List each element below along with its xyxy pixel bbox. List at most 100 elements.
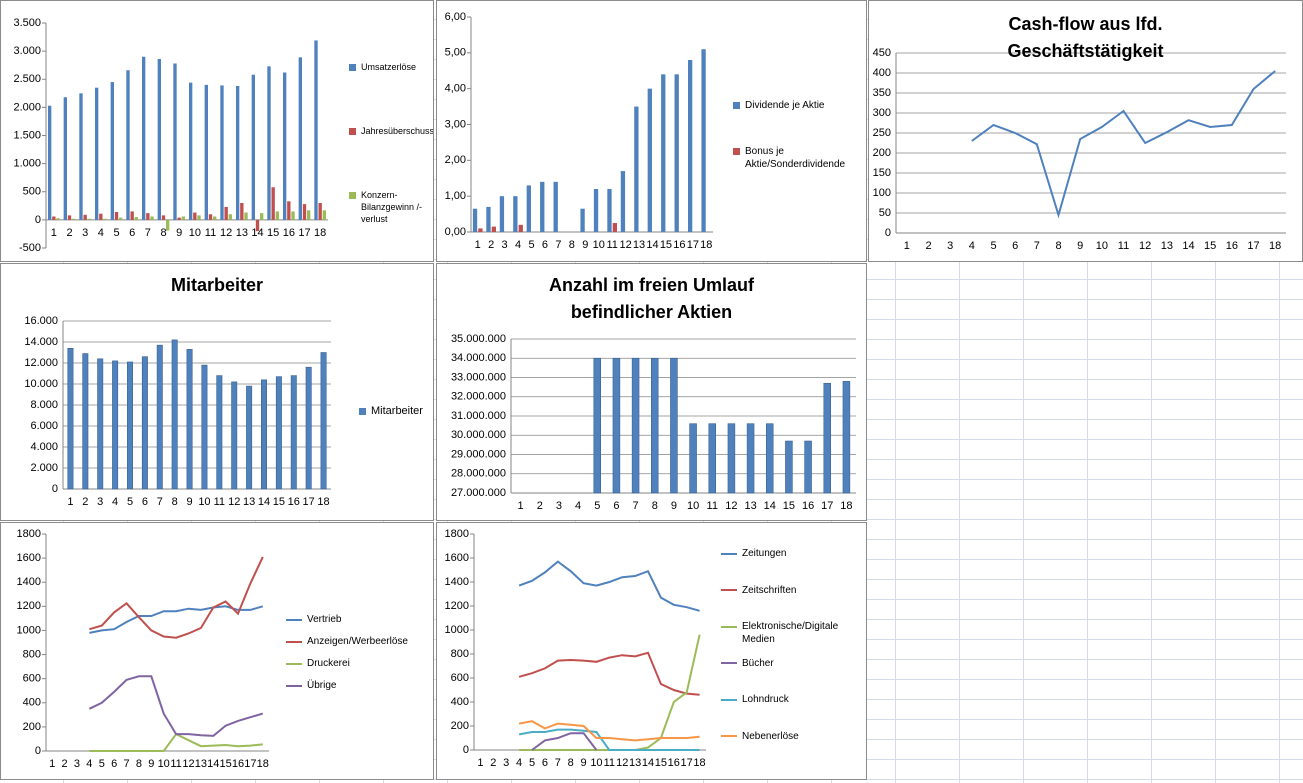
bar (87, 218, 92, 220)
y-tick-label: 1200 (17, 600, 41, 612)
x-tick-label: 2 (488, 239, 494, 251)
y-tick-label: 16.000 (24, 315, 58, 327)
bar (804, 440, 812, 494)
y-tick-label: 300 (873, 107, 891, 119)
x-tick-label: 2 (62, 758, 68, 770)
legend-entry: Nebenerlöse (721, 730, 861, 743)
x-tick-label: 9 (186, 496, 192, 508)
bar (580, 208, 585, 232)
x-tick-label: 3 (97, 496, 103, 508)
legend-entry: Zeitungen (721, 547, 861, 560)
x-tick-label: 1 (49, 758, 55, 770)
x-tick-label: 8 (569, 239, 575, 251)
legend-entry: Anzeigen/Werbeerlöse (286, 635, 431, 648)
y-tick-label: 350 (873, 87, 891, 99)
bar (553, 181, 558, 232)
x-tick-label: 17 (298, 227, 310, 239)
bar (661, 74, 666, 232)
bar (134, 217, 139, 220)
x-tick-label: 13 (1161, 240, 1173, 252)
legend-marker (721, 625, 737, 628)
y-tick-label: 1800 (17, 528, 41, 540)
x-tick-label: 3 (82, 227, 88, 239)
chart: 0 2.000 4.000 6.000 8.000 10.000 12.000 14.000 1… (24, 315, 331, 508)
x-tick-label: 16 (283, 227, 295, 239)
y-tick-label: 200 (873, 147, 891, 159)
x-tick-label: 8 (136, 758, 142, 770)
y-tick-label: 0 (35, 745, 41, 757)
y-tick-label: 2.500 (13, 73, 41, 85)
bar (307, 210, 311, 220)
line-series (518, 728, 700, 751)
legend-entry: Bücher (721, 657, 861, 670)
bar (251, 74, 255, 220)
chart-title: Cash-flow aus lfd. Geschäftstätigkeit (1007, 14, 1164, 61)
y-tick-label: 800 (451, 648, 469, 660)
x-tick-label: 4 (516, 757, 522, 769)
bar (486, 206, 491, 232)
x-tick-label: 6 (542, 757, 548, 769)
legend-entry: Übrige (286, 679, 431, 692)
y-tick-label: 1800 (445, 528, 469, 540)
line-series (518, 720, 700, 742)
x-tick-label: 14 (207, 758, 219, 770)
x-tick-label: 6 (613, 500, 619, 512)
x-tick-label: 10 (189, 227, 201, 239)
chart-panel: 0 200 400 600 800 1000 1200 1400 1600 1800 1 2 3 4 5 6 7… (436, 522, 867, 780)
x-tick-label: 16 (673, 239, 685, 251)
bar (318, 203, 322, 220)
bar (708, 423, 716, 494)
chart-title: Mitarbeiter (170, 275, 264, 295)
chart-panel: -500 0 500 1.000 1.500 2.000 2.500 3.000 3.500 1 2… (0, 0, 434, 262)
x-tick-label: 13 (629, 757, 641, 769)
y-tick-label: 32.000.000 (451, 391, 506, 403)
x-tick-label: 1 (904, 240, 910, 252)
chart: -500 0 500 1.000 1.500 2.000 2.500 3.000 3.500 1 2… (13, 17, 328, 254)
y-tick-label: 33.000.000 (451, 371, 506, 383)
x-tick-label: 15 (267, 227, 279, 239)
x-tick-label: 14 (646, 239, 658, 251)
x-tick-label: 10 (158, 758, 170, 770)
bar (119, 217, 123, 220)
legend-label: Elektronische/Digitale Medien (742, 621, 839, 645)
x-tick-label: 14 (764, 500, 776, 512)
chart-panel: 0 50 100 150 200 250 300 350 400 450 1 2 3 4 5 6 7 8 9 10 11… (868, 0, 1303, 262)
y-tick-label: 27.000.000 (451, 487, 506, 499)
legend-entry: Zeitschriften (721, 584, 861, 597)
bar (146, 213, 150, 220)
legend-marker (721, 552, 737, 555)
x-tick-label: 8 (652, 500, 658, 512)
bar (235, 86, 240, 220)
x-tick-label: 12 (228, 496, 240, 508)
bar (478, 228, 483, 232)
y-tick-label: 50 (879, 207, 891, 219)
bar (634, 106, 639, 232)
x-tick-label: 5 (528, 239, 534, 251)
bar (526, 185, 531, 232)
bar (275, 376, 282, 490)
x-tick-label: 6 (1012, 240, 1018, 252)
x-tick-label: 16 (232, 758, 244, 770)
x-tick-label: 12 (220, 227, 232, 239)
bar (173, 63, 177, 220)
x-tick-label: 13 (633, 239, 645, 251)
x-tick-label: 2 (66, 227, 72, 239)
y-tick-label: 31.000.000 (451, 410, 506, 422)
legend-entry: Umsatzerlöse (349, 61, 433, 73)
x-tick-label: 15 (220, 758, 232, 770)
bar (298, 57, 302, 220)
bar (56, 218, 60, 220)
legend-label: Umsatzerlöse (361, 62, 417, 72)
x-tick-label: 5 (127, 496, 133, 508)
bar (670, 357, 678, 494)
y-tick-label: 0,00 (445, 226, 466, 238)
x-tick-label: 18 (314, 227, 326, 239)
x-tick-label: 8 (568, 757, 574, 769)
bar (220, 85, 224, 220)
y-tick-label: 0 (463, 744, 469, 756)
line-series (531, 732, 598, 751)
x-tick-label: 3 (556, 500, 562, 512)
chart-panel: 0 200 400 600 800 1000 1200 1400 1600 1800 1 2 3 4 5 6 7… (0, 522, 434, 780)
x-tick-label: 11 (214, 496, 225, 508)
